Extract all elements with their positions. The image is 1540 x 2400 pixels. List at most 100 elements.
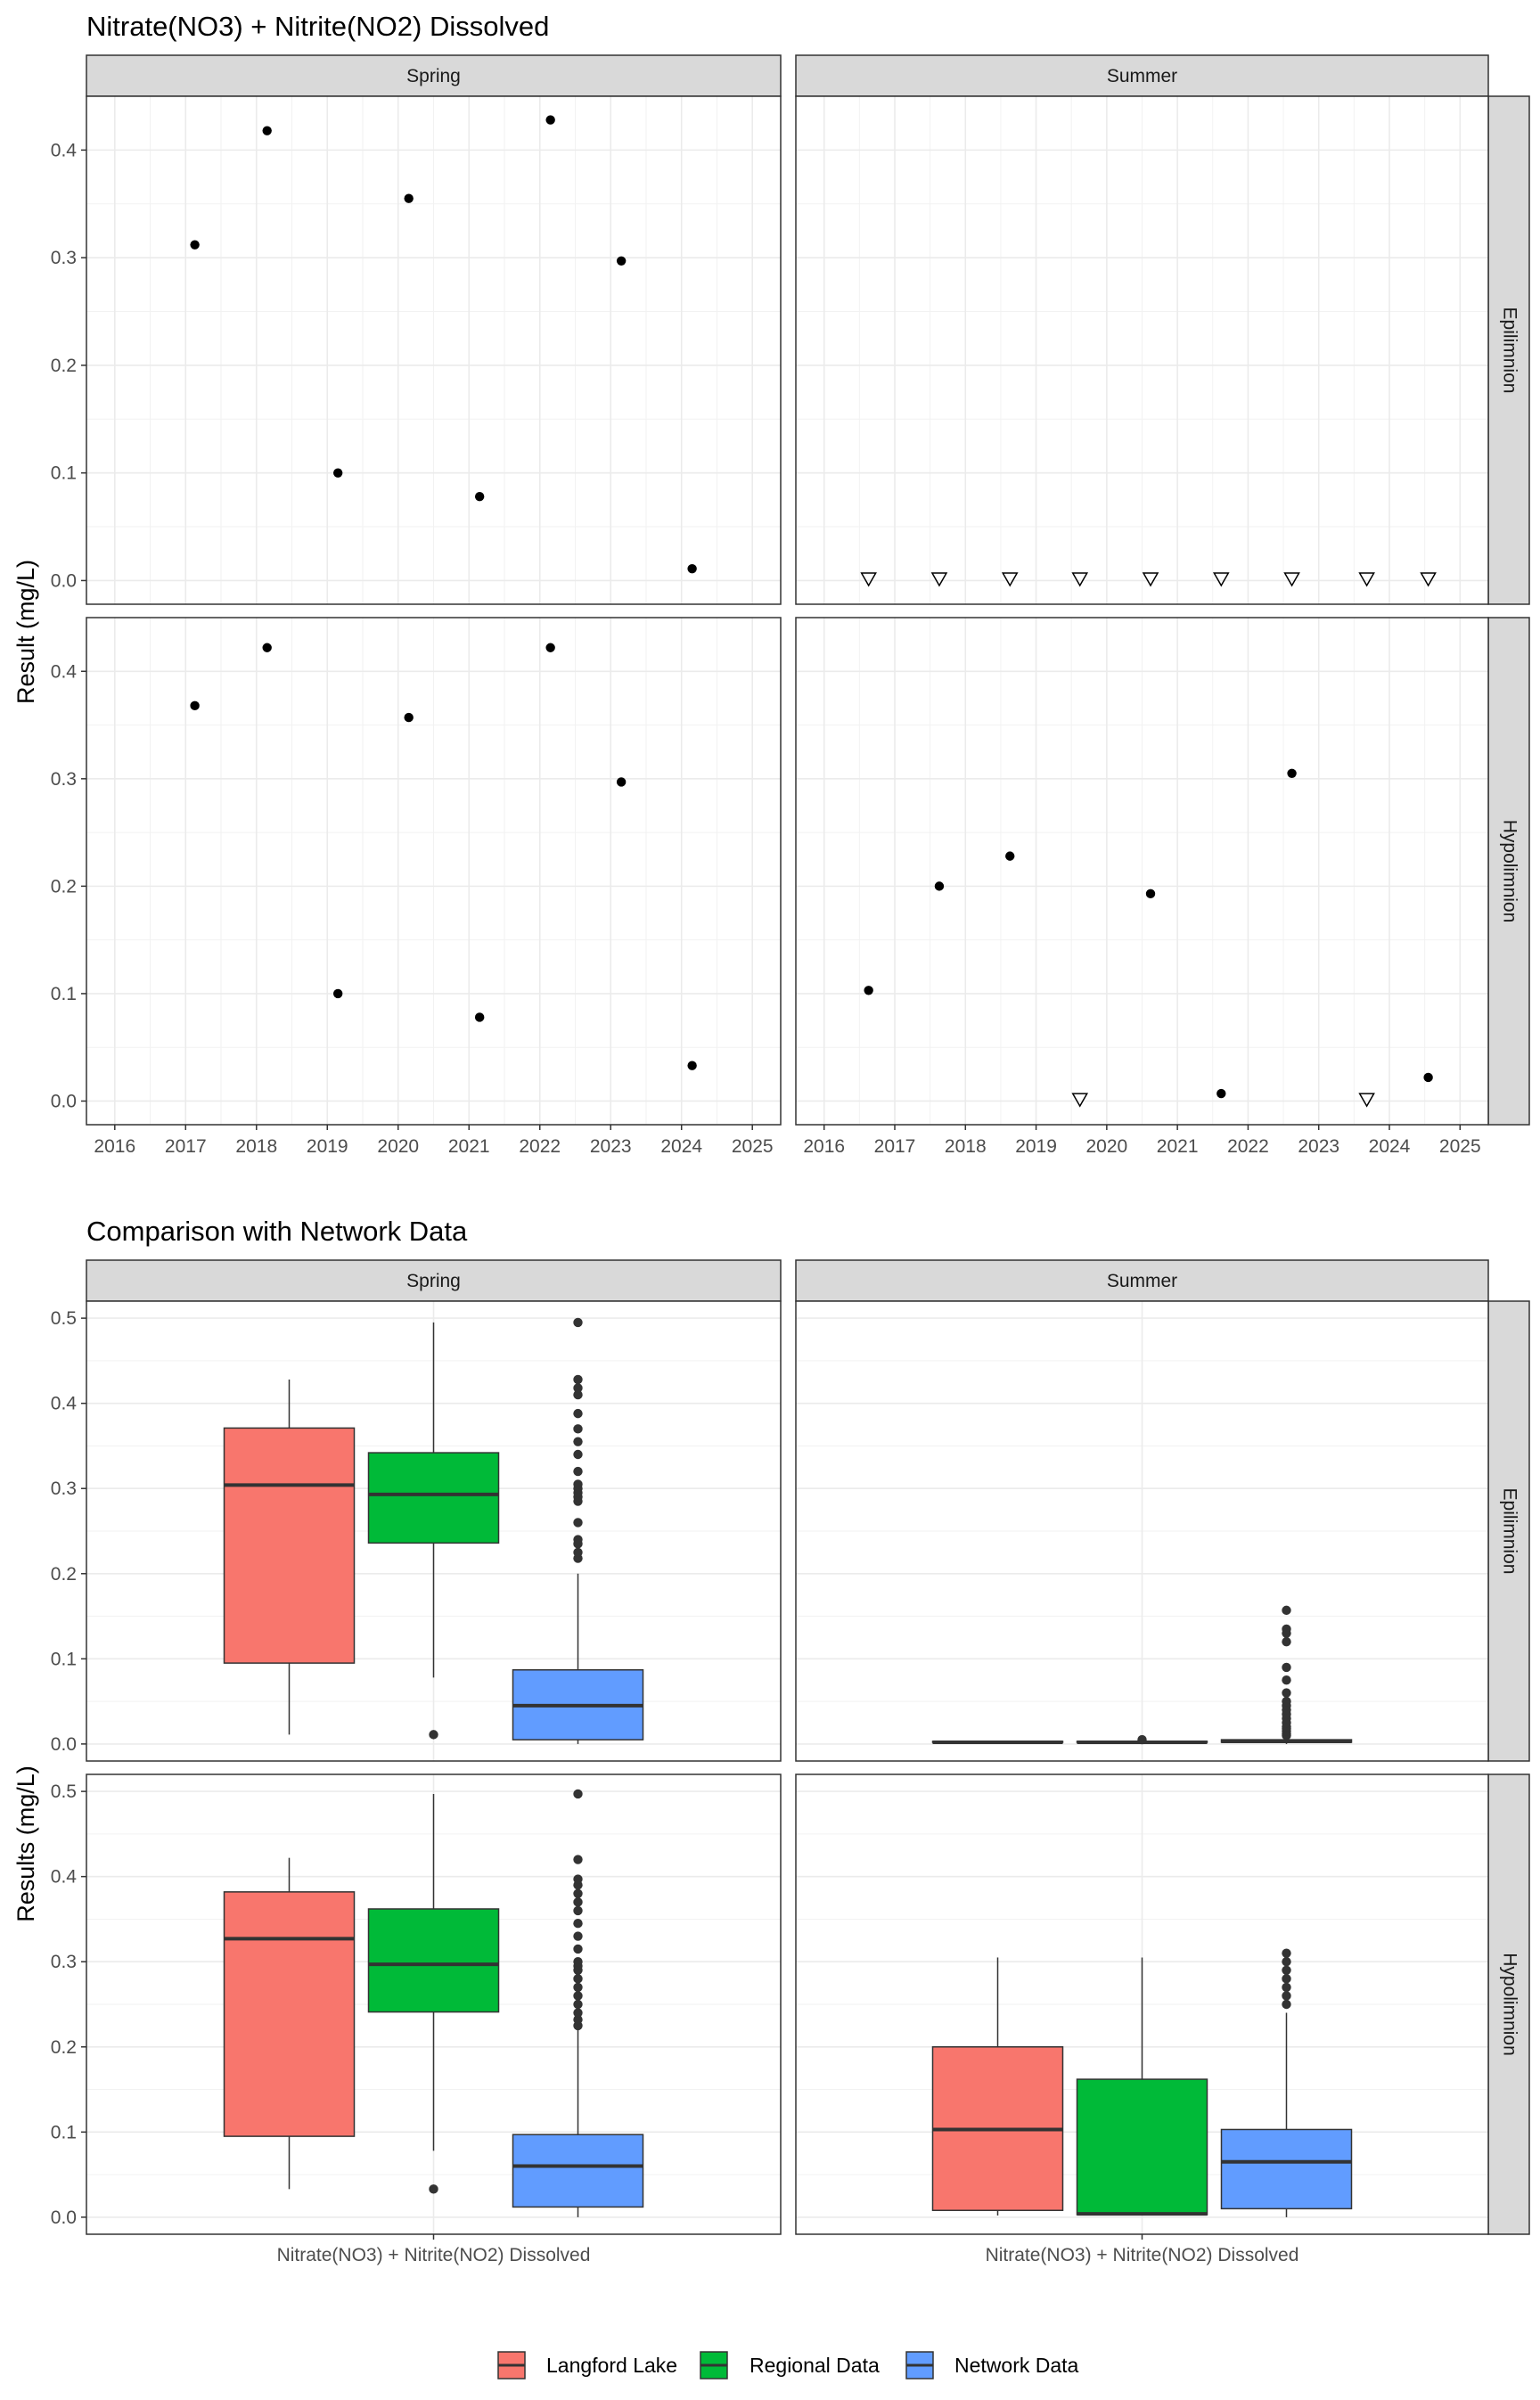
scatter-y-tick-label: 0.0 (51, 570, 77, 591)
outlier-point-network-data (573, 1389, 583, 1400)
data-point (1145, 889, 1156, 899)
non-detect-point (1420, 572, 1437, 587)
scatter-y-tick-label: 0.3 (51, 248, 77, 268)
data-point (404, 193, 414, 203)
outlier-point-network-data (1282, 1957, 1291, 1967)
data-point (616, 777, 627, 787)
outlier-point-network-data (573, 1905, 583, 1916)
outlier-point-network-data (573, 1855, 583, 1864)
data-point (1287, 768, 1297, 778)
box-regional-data (367, 1452, 500, 1544)
outlier-point-network-data (573, 1944, 583, 1954)
data-point (474, 492, 485, 502)
data-point (332, 988, 343, 999)
scatter-x-tick-label: 2022 (519, 1136, 561, 1157)
outlier-point-regional-data (1137, 1734, 1147, 1745)
scatter-y-tick-label: 0.2 (51, 356, 77, 376)
outlier-point-network-data (1282, 1662, 1291, 1673)
box-regional-data (367, 1908, 500, 2013)
outlier-point-network-data (573, 1535, 583, 1544)
box-strip-hypolimnion (1487, 1773, 1530, 2235)
scatter-strip-label-hypolimnion: Hypolimnion (1499, 820, 1520, 923)
scatter-x-tick-label: 2016 (94, 1136, 135, 1157)
outlier-point-network-data (573, 1982, 583, 1993)
scatter-x-tick-label: 2024 (660, 1136, 702, 1157)
scatter-panel-spring-epilimnion (86, 95, 782, 605)
box-y-tick-label: 0.4 (51, 1394, 78, 1414)
data-point (332, 468, 343, 478)
legend-item-langford-lake: Langford Lake (497, 2351, 677, 2380)
data-point (190, 240, 200, 250)
legend-label-langford-lake: Langford Lake (546, 2354, 677, 2377)
scatter-x-tick-label: 2023 (1298, 1136, 1339, 1157)
box-y-tick-label: 0.4 (51, 1867, 78, 1888)
box-panel-spring-epilimnion-border (86, 1300, 782, 1762)
outlier-point-network-data (1282, 1605, 1291, 1616)
outlier-point-network-data (573, 1408, 583, 1419)
non-detect-point (1071, 1093, 1089, 1108)
outlier-point-network-data (573, 1991, 583, 2001)
scatter-y-tick-label: 0.1 (51, 463, 77, 484)
scatter-x-tick-label: 2017 (874, 1136, 916, 1157)
outlier-point-network-data (573, 1374, 583, 1385)
non-detect-point (930, 572, 948, 587)
outlier-point-network-data (1282, 1982, 1291, 1993)
box-y-tick-label: 0.2 (51, 2037, 77, 2058)
data-point (545, 115, 555, 125)
scatter-y-tick-label: 0.1 (51, 984, 77, 1004)
scatter-y-tick-label: 0.0 (51, 1091, 77, 1111)
box-langford-lake (223, 1427, 356, 1664)
data-point (404, 712, 414, 723)
outlier-point-network-data (573, 1897, 583, 1907)
box-y-tick-label: 0.2 (51, 1564, 77, 1585)
outlier-point-network-data (573, 2008, 583, 2018)
box-y-tick-label: 0.1 (51, 2122, 77, 2142)
box-network-data (512, 2134, 644, 2208)
box-y-tick-label: 0.1 (51, 1649, 77, 1669)
scatter-y-tick-label: 0.2 (51, 876, 77, 897)
box-strip-label-summer: Summer (1107, 1271, 1177, 1291)
scatter-panel-summer-hypolimnion (795, 617, 1489, 1126)
scatter-strip-hypolimnion (1487, 617, 1530, 1126)
scatter-panel-spring-epilimnion-border (86, 95, 782, 605)
scatter-x-tick-label: 2025 (1439, 1136, 1481, 1157)
scatter-x-tick-label: 2021 (1157, 1136, 1199, 1157)
outlier-point-network-data (573, 1437, 583, 1446)
scatter-x-tick-label: 2020 (377, 1136, 419, 1157)
data-point (687, 563, 697, 574)
data-point (864, 986, 873, 995)
box-y-tick-label: 0.0 (51, 1734, 77, 1755)
box-panel-summer-epilimnion (795, 1300, 1489, 1762)
outlier-point-network-data (573, 1449, 583, 1460)
outlier-point-network-data (1282, 1696, 1291, 1707)
scatter-panel-summer-hypolimnion-border (795, 617, 1489, 1126)
box-panel-spring-epilimnion (86, 1300, 782, 1762)
scatter-panel-summer-epilimnion (795, 95, 1489, 605)
box-y-tick-label: 0.5 (51, 1782, 77, 1802)
outlier-point-network-data (573, 1424, 583, 1434)
box-chart-title: Comparison with Network Data (86, 1216, 468, 1247)
legend-label-regional-data: Regional Data (750, 2354, 880, 2377)
scatter-x-tick-label: 2018 (235, 1136, 277, 1157)
scatter-y-tick-label: 0.4 (51, 140, 78, 160)
scatter-x-tick-label: 2021 (448, 1136, 490, 1157)
box-strip-label-spring: Spring (406, 1271, 461, 1291)
outlier-point-network-data (1282, 1637, 1291, 1647)
data-point (1005, 851, 1015, 861)
box-x-tick-label: Nitrate(NO3) + Nitrite(NO2) Dissolved (986, 2245, 1299, 2265)
outlier-point-network-data (573, 1874, 583, 1884)
outlier-point-network-data (573, 1466, 583, 1477)
non-detect-point (860, 572, 877, 587)
outlier-point-network-data (573, 1789, 583, 1799)
data-point (934, 881, 945, 891)
outlier-point-network-data (1282, 1624, 1291, 1634)
box-panel-spring-hypolimnion (86, 1773, 782, 2235)
scatter-x-tick-label: 2025 (732, 1136, 774, 1157)
data-point (545, 643, 555, 652)
box-regional-data (1076, 2078, 1208, 2216)
data-point (262, 126, 272, 135)
non-detect-point (1358, 1093, 1375, 1108)
data-point (687, 1061, 697, 1070)
outlier-point-network-data (573, 1518, 583, 1528)
